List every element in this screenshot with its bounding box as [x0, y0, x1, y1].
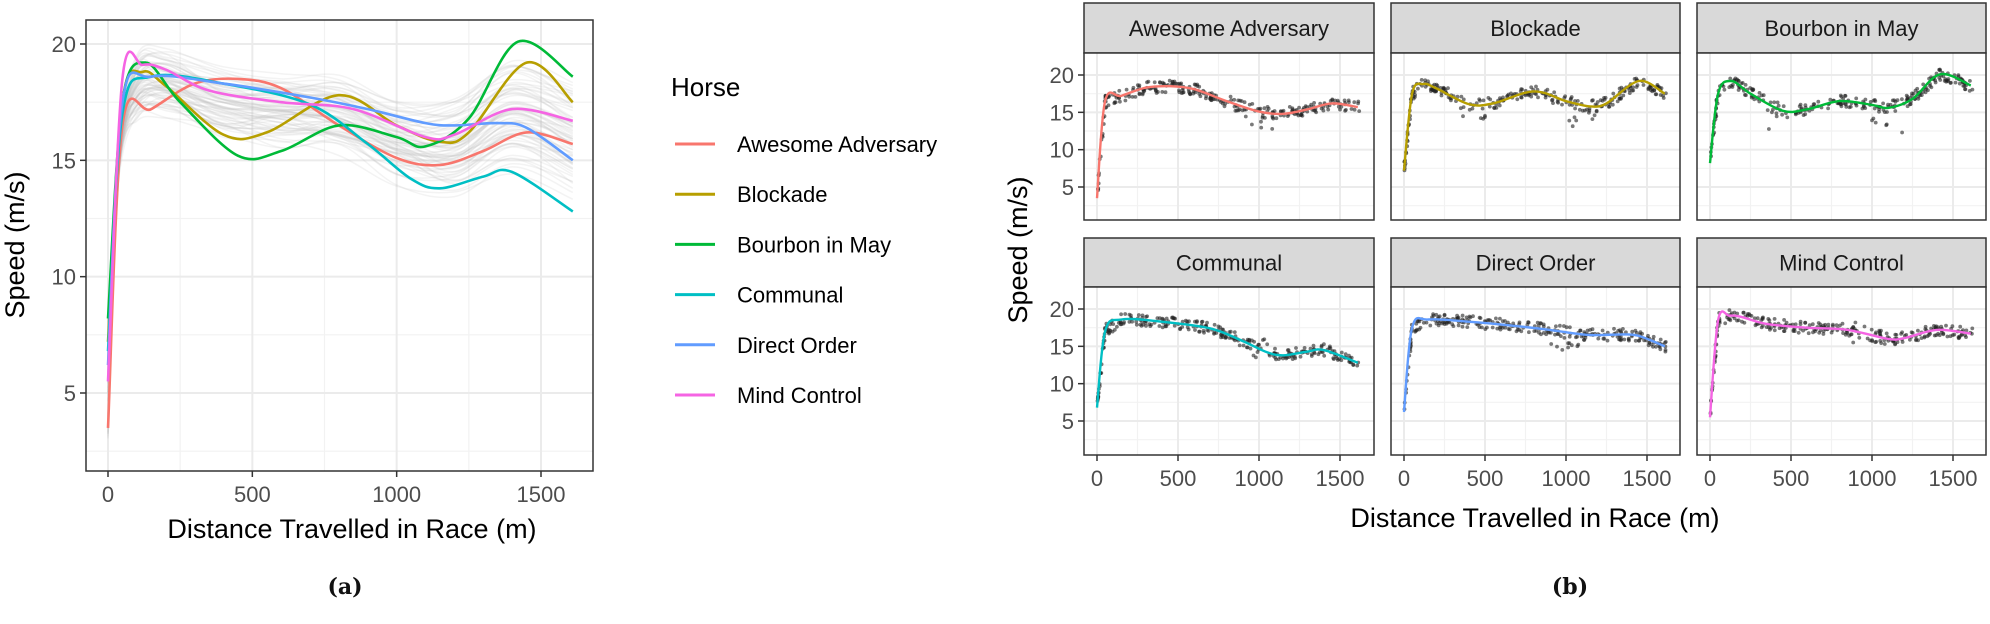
facet-smooth-line — [1095, 84, 1358, 199]
plot-b-x-axis-title: Distance Travelled in Race (m) — [1350, 503, 1719, 533]
legend-item-mind-control: Mind Control — [675, 383, 862, 408]
facet-smooth-line — [1402, 316, 1666, 413]
facet-title: Awesome Adversary — [1129, 16, 1329, 41]
facet-awesome-adversary: Awesome Adversary 5 10 15 20 — [1050, 2, 1375, 221]
facet-smooth-line — [1708, 72, 1972, 164]
plot-a-axes: 0 500 1000 1500 5 10 15 20 — [52, 32, 566, 507]
facet-bourbon-in-may: Bourbon in May — [1696, 2, 1987, 221]
facet-direct-order: Direct Order 0 500 1000 1500 — [1390, 237, 1681, 491]
plot-a-series-lines — [106, 39, 574, 428]
facet-strip — [1390, 2, 1681, 54]
facet-communal: Communal 5 10 15 20 0 500 1000 1500 — [1050, 237, 1375, 491]
facet-x-tick-label: 1000 — [1542, 466, 1591, 491]
plot-a-y-tick-label: 5 — [64, 381, 76, 406]
legend-label: Bourbon in May — [737, 232, 891, 257]
facet-x-tick-label: 500 — [1160, 466, 1197, 491]
facet-title: Mind Control — [1779, 251, 1904, 276]
facet-x-tick-label: 0 — [1704, 466, 1716, 491]
legend-item-communal: Communal — [675, 283, 843, 308]
plot-a-y-axis-title: Speed (m/s) — [0, 171, 30, 318]
plot-a-panel-border — [85, 19, 594, 472]
plot-a-y-tick-label: 20 — [52, 32, 76, 57]
facet-y-tick-label: 5 — [1062, 409, 1074, 434]
facet-y-tick-label: 10 — [1050, 138, 1074, 163]
plot-a-x-tick-label: 1000 — [372, 482, 421, 507]
plot-a-y-tick-label: 15 — [52, 148, 76, 173]
facet-strip — [1390, 237, 1681, 288]
facet-x-tick-label: 1500 — [1316, 466, 1365, 491]
facet-x-tick-label: 1500 — [1623, 466, 1672, 491]
facet-x-tick-label: 500 — [1467, 466, 1504, 491]
facet-title: Direct Order — [1476, 251, 1596, 276]
facet-title: Blockade — [1490, 16, 1581, 41]
facet-x-tick-label: 1000 — [1235, 466, 1284, 491]
legend-item-awesome-adversary: Awesome Adversary — [675, 132, 937, 157]
facet-x-tick-label: 0 — [1091, 466, 1103, 491]
legend-title: Horse — [671, 72, 740, 102]
caption-a: (a) — [327, 574, 363, 600]
facet-x-tick-label: 500 — [1773, 466, 1810, 491]
facet-strip — [1696, 2, 1987, 54]
series-line-mind-control — [106, 50, 574, 382]
series-line-awesome-adversary — [106, 77, 574, 428]
series-line-direct-order — [106, 71, 574, 366]
plot-a-x-tick-label: 500 — [234, 482, 271, 507]
facet-mind-control: Mind Control 0 500 1000 1500 — [1696, 237, 1987, 491]
facet-strip — [1083, 237, 1375, 288]
legend-label: Blockade — [737, 182, 828, 207]
facet-x-tick-label: 1000 — [1848, 466, 1897, 491]
facet-smooth-line — [1095, 317, 1359, 408]
facet-y-tick-label: 15 — [1050, 100, 1074, 125]
facet-smooth-line — [1402, 79, 1666, 171]
facet-x-tick-label: 0 — [1398, 466, 1410, 491]
plot-a-y-tick-label: 10 — [52, 265, 76, 290]
plot-a-gridlines — [86, 20, 593, 471]
legend-label: Direct Order — [737, 333, 857, 358]
facet-x-tick-label: 1500 — [1929, 466, 1978, 491]
facet-title: Communal — [1176, 251, 1282, 276]
facet-y-tick-label: 20 — [1050, 63, 1074, 88]
facet-strip — [1696, 237, 1987, 288]
legend-label: Mind Control — [737, 383, 862, 408]
series-line-communal — [106, 73, 574, 352]
legend: Horse Awesome Adversary Blockade Bourbon i… — [671, 72, 937, 408]
plot-a-x-tick-label: 0 — [102, 482, 114, 507]
facet-title: Bourbon in May — [1764, 16, 1918, 41]
legend-item-direct-order: Direct Order — [675, 333, 857, 358]
facet-y-tick-label: 10 — [1050, 372, 1074, 397]
facet-y-tick-label: 5 — [1062, 175, 1074, 200]
legend-label: Communal — [737, 283, 843, 308]
legend-item-bourbon-in-may: Bourbon in May — [675, 232, 891, 257]
facet-smooth-line — [1708, 310, 1971, 418]
plot-a-x-axis-title: Distance Travelled in Race (m) — [167, 514, 536, 544]
plot-a-x-tick-label: 1500 — [517, 482, 566, 507]
plot-b-y-axis-title: Speed (m/s) — [1003, 176, 1033, 323]
plot-a: 0 500 1000 1500 5 10 15 20 Distance Travelled i… — [0, 19, 594, 544]
facet-strip — [1083, 2, 1375, 54]
caption-b: (b) — [1551, 574, 1589, 600]
facet-blockade: Blockade — [1390, 2, 1681, 221]
facet-y-tick-label: 15 — [1050, 334, 1074, 359]
legend-item-blockade: Blockade — [675, 182, 828, 207]
facet-points — [1402, 76, 1668, 173]
facet-y-tick-label: 20 — [1050, 297, 1074, 322]
plot-b: Awesome Adversary 5 10 15 20 Blockade Bourbon … — [1003, 2, 1987, 533]
legend-label: Awesome Adversary — [737, 132, 937, 157]
